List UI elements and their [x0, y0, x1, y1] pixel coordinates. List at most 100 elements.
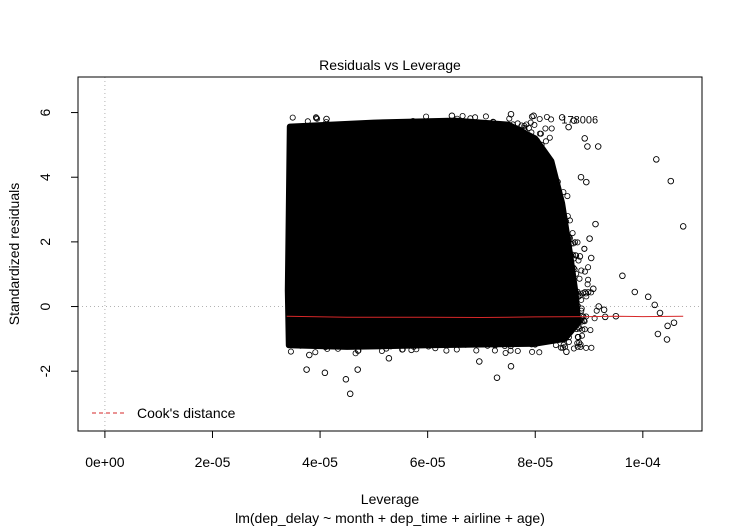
data-point	[587, 327, 594, 334]
data-point	[528, 341, 535, 348]
data-point	[579, 332, 586, 339]
smoother-line	[286, 315, 684, 319]
data-point	[519, 128, 526, 135]
data-point	[383, 345, 390, 352]
data-point	[561, 305, 568, 312]
data-point	[600, 306, 608, 314]
data-point	[551, 197, 558, 204]
data-point	[555, 275, 562, 282]
x-tick-label: 6e-05	[410, 454, 446, 470]
data-point	[534, 176, 541, 183]
data-point	[505, 126, 512, 133]
data-point	[324, 345, 331, 352]
data-point	[536, 116, 543, 123]
chart-title: Residuals vs Leverage	[319, 57, 461, 73]
data-point	[546, 134, 553, 141]
data-point	[571, 266, 578, 273]
data-point	[524, 150, 531, 157]
data-point	[588, 289, 595, 296]
data-point	[563, 348, 570, 356]
data-point	[558, 238, 565, 245]
data-point	[540, 177, 547, 184]
data-point	[506, 115, 513, 122]
data-point	[581, 135, 588, 142]
dense-point-mass	[284, 117, 582, 350]
data-point	[670, 319, 678, 326]
data-point	[538, 241, 545, 248]
data-point	[565, 338, 572, 345]
data-point	[525, 125, 532, 132]
data-point	[537, 172, 544, 179]
data-point	[523, 168, 530, 175]
data-point	[297, 342, 304, 349]
data-point	[524, 140, 531, 147]
data-point	[574, 343, 581, 350]
data-point	[459, 113, 466, 120]
x-tick-label: 4e-05	[302, 454, 338, 470]
data-point	[576, 253, 584, 260]
data-point	[560, 224, 567, 231]
data-point	[585, 264, 592, 271]
data-point	[516, 185, 523, 192]
data-point	[578, 305, 585, 312]
data-point	[306, 351, 313, 359]
data-point	[354, 341, 361, 348]
data-point	[539, 164, 546, 171]
data-point	[549, 251, 556, 258]
data-point	[569, 230, 576, 237]
data-point	[421, 121, 428, 128]
data-point	[537, 197, 544, 204]
data-point	[532, 171, 539, 178]
data-point	[556, 211, 563, 218]
x-tick-label: 1e-04	[625, 454, 661, 470]
data-point	[521, 139, 528, 146]
data-point	[544, 237, 551, 244]
data-point	[443, 122, 450, 129]
data-point	[322, 344, 329, 351]
data-point	[507, 343, 514, 350]
data-point	[560, 287, 567, 294]
data-point	[551, 180, 558, 187]
data-point	[549, 174, 556, 181]
x-axis: 0e+00 2e-05 4e-05 6e-05 8e-05 1e-04	[85, 430, 661, 470]
data-point	[530, 112, 537, 120]
data-point	[532, 341, 539, 348]
data-point	[619, 272, 626, 280]
data-point	[536, 181, 543, 188]
data-point	[454, 115, 461, 122]
data-point	[554, 322, 561, 329]
data-point	[553, 204, 560, 211]
legend-label: Cook's distance	[137, 405, 236, 421]
data-point	[570, 345, 577, 352]
data-point	[575, 290, 582, 297]
data-point	[527, 216, 534, 223]
data-point	[528, 113, 535, 120]
data-point	[574, 239, 581, 246]
data-point	[335, 124, 342, 131]
data-point	[537, 177, 544, 184]
data-point	[565, 334, 572, 341]
data-point	[425, 343, 432, 350]
data-point	[342, 376, 350, 383]
data-point	[545, 181, 552, 188]
data-point	[656, 309, 664, 317]
data-point	[588, 344, 595, 351]
data-point	[531, 175, 538, 182]
data-point	[651, 301, 658, 309]
data-point	[575, 293, 582, 300]
data-point	[549, 229, 556, 236]
data-point	[524, 166, 531, 173]
data-point	[566, 217, 573, 224]
data-point	[579, 326, 586, 333]
data-point	[566, 291, 573, 298]
data-point	[545, 186, 552, 193]
model-formula-subtitle: lm(dep_delay ~ month + dep_time + airlin…	[235, 510, 545, 526]
y-tick-label: 6	[37, 108, 53, 116]
data-point	[364, 125, 371, 132]
data-point	[562, 230, 569, 237]
data-point	[462, 341, 469, 348]
data-point	[522, 174, 529, 181]
data-point	[448, 112, 456, 120]
data-point	[566, 329, 573, 336]
